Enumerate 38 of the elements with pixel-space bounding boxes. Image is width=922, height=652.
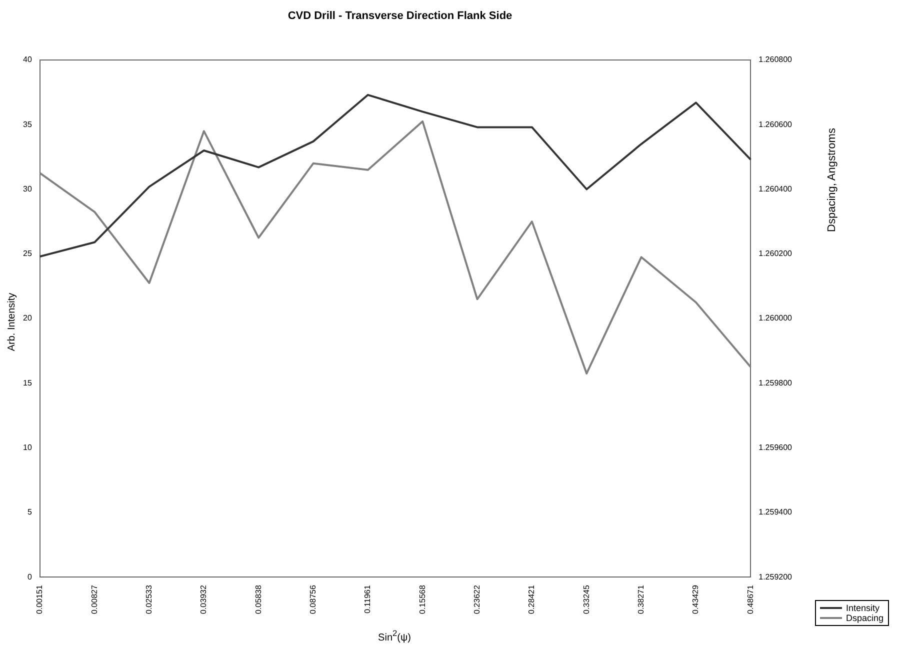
y2-axis-title: Dspacing, Angstroms xyxy=(826,128,838,232)
x-axis-title: Sin$^{2}$(ψ) xyxy=(377,628,412,644)
x-tick-label: 0.02533 xyxy=(144,584,154,614)
y-tick-label: 40 xyxy=(22,55,32,64)
x-tick-label: 0.11961 xyxy=(363,584,372,614)
y-tick-label: 25 xyxy=(22,249,32,258)
y-tick-label: 20 xyxy=(22,314,32,323)
x-tick-label: 0.43429 xyxy=(691,584,700,614)
y2-tick-label: 1.259600 xyxy=(758,443,793,452)
legend-label: Dspacing xyxy=(846,613,884,623)
x-tick-label: 0.23622 xyxy=(472,584,482,614)
x-tick-label: 0.33245 xyxy=(582,584,591,614)
x-tick-label: 0.00827 xyxy=(90,584,99,614)
y-tick-label: 35 xyxy=(22,120,32,129)
y2-tick-label: 1.260000 xyxy=(758,314,793,323)
x-tick-label: 0.38271 xyxy=(636,584,646,614)
y-tick-label: 0 xyxy=(27,572,32,582)
y2-tick-label: 1.259800 xyxy=(758,378,793,388)
y2-tick-label: 1.260800 xyxy=(758,55,793,64)
x-tick-label: 0.00151 xyxy=(35,584,44,614)
x-tick-label: 0.08756 xyxy=(308,584,318,614)
y2-tick-label: 1.260200 xyxy=(758,249,793,258)
x-tick-label: 0.48671 xyxy=(746,584,755,614)
legend-label: Intensity xyxy=(846,603,880,613)
y2-tick-label: 1.260400 xyxy=(758,184,793,194)
x-tick-label: 0.28421 xyxy=(527,584,536,614)
y-tick-label: 10 xyxy=(22,443,32,452)
chart-title: CVD Drill - Transverse Direction Flank Side xyxy=(286,10,514,22)
x-tick-label: 0.05838 xyxy=(254,584,263,614)
x-tick-label: 0.03932 xyxy=(199,584,208,614)
y2-tick-label: 1.259400 xyxy=(758,508,793,517)
x-tick-label: 0.15568 xyxy=(418,584,427,614)
y-tick-label: 15 xyxy=(22,378,32,388)
y-tick-label: 30 xyxy=(22,184,32,194)
y-tick-label: 5 xyxy=(27,508,32,517)
y2-tick-label: 1.260600 xyxy=(758,120,793,129)
y2-tick-label: 1.259200 xyxy=(758,572,793,582)
y-axis-title: Arb. Intensity xyxy=(6,292,18,352)
